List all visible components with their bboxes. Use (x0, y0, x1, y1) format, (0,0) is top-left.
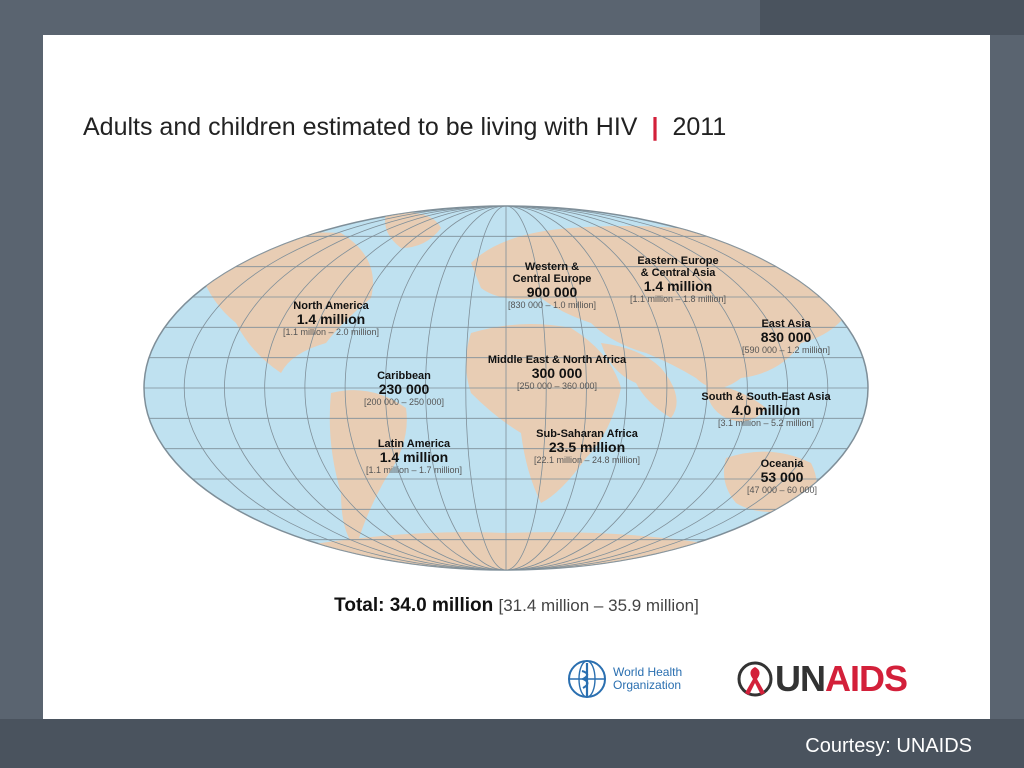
region-name: North America (293, 300, 369, 312)
region-range: [1.1 million – 1.7 million] (365, 465, 463, 475)
region-range: [1.1 million – 2.0 million] (282, 327, 380, 337)
world-map-graphic (143, 205, 869, 571)
unaids-text: UNAIDS (775, 658, 908, 700)
region-range: [830 000 – 1.0 million] (507, 300, 597, 310)
region-range: [47 000 – 60 000] (746, 485, 818, 495)
region-sub-saharan-africa: Sub-Saharan Africa 23.5 million [22.1 mi… (534, 428, 640, 466)
region-eastern-europe-central-asia: Eastern Europe & Central Asia 1.4 millio… (630, 255, 726, 305)
region-oceania: Oceania 53 000 [47 000 – 60 000] (747, 458, 817, 496)
who-line2: Organization (613, 678, 682, 692)
meridian-line (144, 206, 507, 570)
slide-title: Adults and children estimated to be livi… (83, 113, 726, 142)
courtesy-caption: Courtesy: UNAIDS (805, 735, 972, 757)
land-north-america (201, 232, 373, 373)
unaids-emblem-icon (737, 661, 773, 697)
title-main: Adults and children estimated to be livi… (83, 113, 638, 141)
region-name: Western & (524, 261, 580, 273)
region-latin-america: Latin America 1.4 million [1.1 million –… (366, 438, 462, 476)
land-africa (466, 324, 621, 503)
land-australia (723, 451, 817, 512)
who-logo: World Health Organization (567, 657, 682, 701)
region-range: [3.1 million – 5.2 million] (717, 418, 815, 428)
total-range: [31.4 million – 35.9 million] (498, 596, 699, 615)
region-middle-east-north-africa: Middle East & North Africa 300 000 [250 … (488, 354, 626, 392)
title-separator: | (651, 113, 659, 141)
region-value: 23.5 million (548, 439, 626, 455)
region-range: [200 000 – 250 000] (363, 397, 445, 407)
region-name: Latin America (377, 438, 451, 450)
region-range: [22.1 million – 24.8 million] (533, 455, 641, 465)
region-value: 900 000 (526, 284, 578, 300)
background-stripe-top (760, 0, 1024, 35)
title-year: 2011 (672, 113, 727, 141)
region-name-line2: & Central Asia (640, 267, 716, 279)
unaids-un: UN (775, 658, 826, 699)
region-value: 1.4 million (379, 449, 449, 465)
region-name: Oceania (760, 458, 804, 470)
region-caribbean: Caribbean 230 000 [200 000 – 250 000] (364, 370, 444, 408)
region-value: 830 000 (760, 329, 812, 345)
region-range: [590 000 – 1.2 million] (741, 345, 831, 355)
region-north-america: North America 1.4 million [1.1 million –… (283, 300, 379, 338)
unaids-logo: UNAIDS (735, 657, 908, 701)
total-summary: Total: 34.0 million [31.4 million – 35.9… (43, 595, 990, 617)
region-name: Middle East & North Africa (487, 354, 627, 366)
land-southeast-asia (706, 383, 766, 422)
who-emblem-icon (568, 660, 606, 698)
world-map: North America 1.4 million [1.1 million –… (141, 203, 871, 573)
region-range: [1.1 million – 1.8 million] (629, 294, 727, 304)
land-antarctica (261, 532, 761, 570)
region-value: 53 000 (760, 469, 804, 485)
region-range: [250 000 – 360 000] (516, 381, 598, 391)
region-east-asia: East Asia 830 000 [590 000 – 1.2 million… (742, 318, 830, 356)
region-south-southeast-asia: South & South-East Asia 4.0 million [3.1… (701, 391, 830, 429)
background-stripe-bottom (0, 719, 1024, 768)
total-label: Total: 34.0 million (334, 595, 494, 616)
graticule (144, 206, 868, 570)
region-name: Sub-Saharan Africa (536, 428, 638, 440)
land-arabia-india (601, 343, 677, 418)
region-name: South & South-East Asia (701, 391, 831, 403)
region-value: 4.0 million (731, 402, 801, 418)
region-value: 230 000 (378, 381, 430, 397)
unaids-aids: AIDS (825, 658, 908, 699)
region-name-line2: Central Europe (512, 273, 592, 285)
region-value: 1.4 million (296, 311, 366, 327)
who-text: World Health Organization (613, 666, 682, 692)
slide: Adults and children estimated to be livi… (43, 35, 990, 719)
region-value: 300 000 (531, 365, 583, 381)
region-name: Eastern Europe (637, 255, 719, 267)
region-name: East Asia (761, 318, 811, 330)
region-western-central-europe: Western & Central Europe 900 000 [830 00… (508, 261, 596, 311)
who-line1: World Health (613, 665, 683, 679)
meridian-line (505, 206, 868, 570)
region-name: Caribbean (377, 370, 431, 382)
region-value: 1.4 million (643, 278, 713, 294)
